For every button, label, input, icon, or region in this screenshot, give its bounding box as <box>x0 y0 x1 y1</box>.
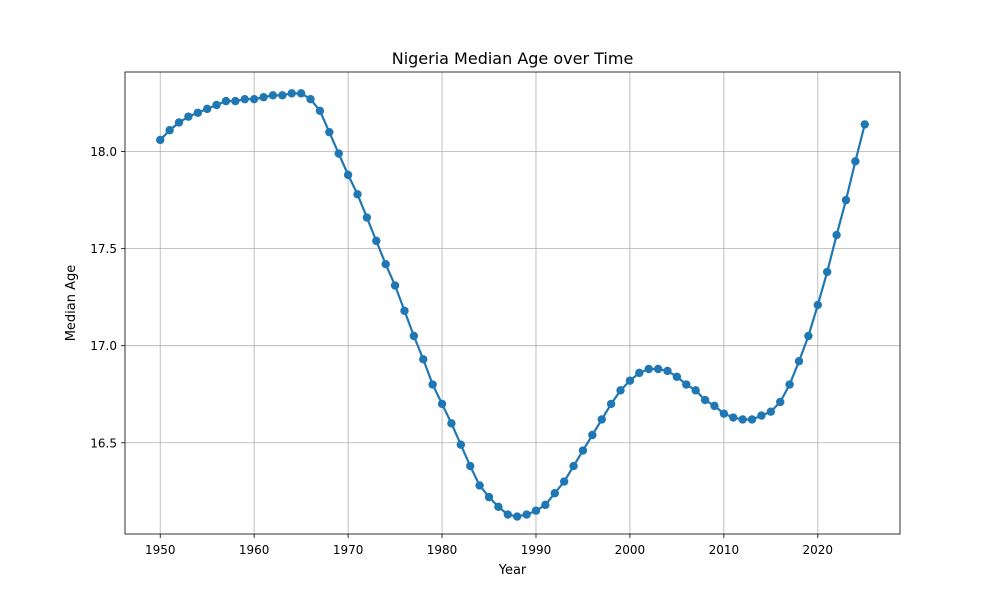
x-tick-label: 1960 <box>239 543 270 557</box>
data-point <box>719 409 729 418</box>
data-point <box>757 411 766 420</box>
data-point <box>794 357 804 366</box>
data-point <box>653 364 663 374</box>
data-point <box>625 376 635 385</box>
data-point <box>306 94 315 104</box>
data-point <box>841 195 851 205</box>
data-point <box>353 190 362 199</box>
data-point <box>456 440 466 449</box>
data-point <box>531 506 541 515</box>
y-tick-label: 16.5 <box>90 436 117 450</box>
data-point <box>616 386 625 395</box>
data-point <box>522 510 531 519</box>
data-point <box>475 481 484 490</box>
data-point <box>851 157 860 166</box>
x-tick-label: 2010 <box>709 543 740 557</box>
x-tick-label: 1950 <box>145 543 176 557</box>
data-point <box>578 446 588 455</box>
data-point <box>559 477 569 486</box>
data-point <box>240 94 249 104</box>
data-point <box>174 118 184 127</box>
data-point <box>644 364 653 374</box>
data-point <box>738 415 747 424</box>
data-point <box>606 399 616 409</box>
x-tick-label: 1980 <box>427 543 458 557</box>
data-point <box>156 135 165 145</box>
data-point <box>494 502 503 512</box>
data-point <box>268 91 278 100</box>
data-point <box>484 492 494 502</box>
data-point <box>682 380 691 389</box>
x-tick-label: 2020 <box>803 543 834 557</box>
data-point <box>503 510 513 519</box>
data-point <box>381 259 390 269</box>
data-point <box>343 170 353 180</box>
data-point <box>550 489 559 498</box>
data-point <box>832 230 841 240</box>
y-axis-label: Median Age <box>64 265 79 342</box>
grid <box>125 72 900 534</box>
y-tick-label: 18.0 <box>90 145 117 159</box>
data-point <box>785 380 794 389</box>
data-point <box>400 306 409 315</box>
data-point <box>325 127 334 137</box>
y-tick-label: 17.0 <box>90 339 117 353</box>
data-point <box>193 108 203 117</box>
data-point <box>165 126 174 135</box>
data-point <box>362 213 372 222</box>
data-point <box>296 89 306 98</box>
data-point <box>512 512 522 521</box>
series-median-age <box>156 89 869 521</box>
x-tick-label: 2000 <box>615 543 646 557</box>
data-point <box>776 397 785 407</box>
data-point <box>259 93 268 102</box>
data-point <box>231 96 240 106</box>
data-point <box>635 368 644 378</box>
data-point <box>437 399 447 409</box>
data-point <box>766 407 776 416</box>
data-point <box>588 430 597 440</box>
data-point <box>212 100 221 110</box>
data-point <box>569 461 578 471</box>
data-point <box>419 355 428 364</box>
data-point <box>390 281 400 290</box>
data-point <box>466 461 475 471</box>
x-tick-label: 1970 <box>333 543 364 557</box>
plot-frame <box>124 71 901 535</box>
data-point <box>729 413 738 422</box>
data-point <box>663 366 672 376</box>
x-axis-label: Year <box>498 563 527 578</box>
data-point <box>447 419 456 428</box>
data-point <box>287 89 296 98</box>
x-tick-label: 1990 <box>521 543 552 557</box>
data-point <box>672 372 682 381</box>
data-point <box>822 267 832 277</box>
data-point <box>184 112 193 121</box>
y-tick-label: 17.5 <box>90 242 117 256</box>
data-point <box>597 415 606 424</box>
data-point <box>710 401 719 411</box>
data-point <box>372 236 381 246</box>
data-point <box>221 96 231 106</box>
data-point <box>202 104 212 114</box>
data-point <box>860 120 869 129</box>
data-point <box>278 91 287 100</box>
data-point <box>409 331 419 341</box>
axis-ticks: 1950 1960 1970 1980 1990 2000 2010 2020 16.5 17.0… <box>90 145 833 557</box>
data-point <box>315 106 325 116</box>
data-point <box>747 415 757 424</box>
data-point <box>541 500 550 510</box>
series-line <box>159 92 866 518</box>
data-point <box>334 149 343 158</box>
data-point <box>428 380 437 389</box>
data-point <box>691 386 700 395</box>
chart-title: Nigeria Median Age over Time <box>392 49 634 68</box>
data-point <box>804 331 813 341</box>
data-point <box>700 395 710 405</box>
data-point <box>249 94 259 104</box>
data-point <box>813 300 823 310</box>
